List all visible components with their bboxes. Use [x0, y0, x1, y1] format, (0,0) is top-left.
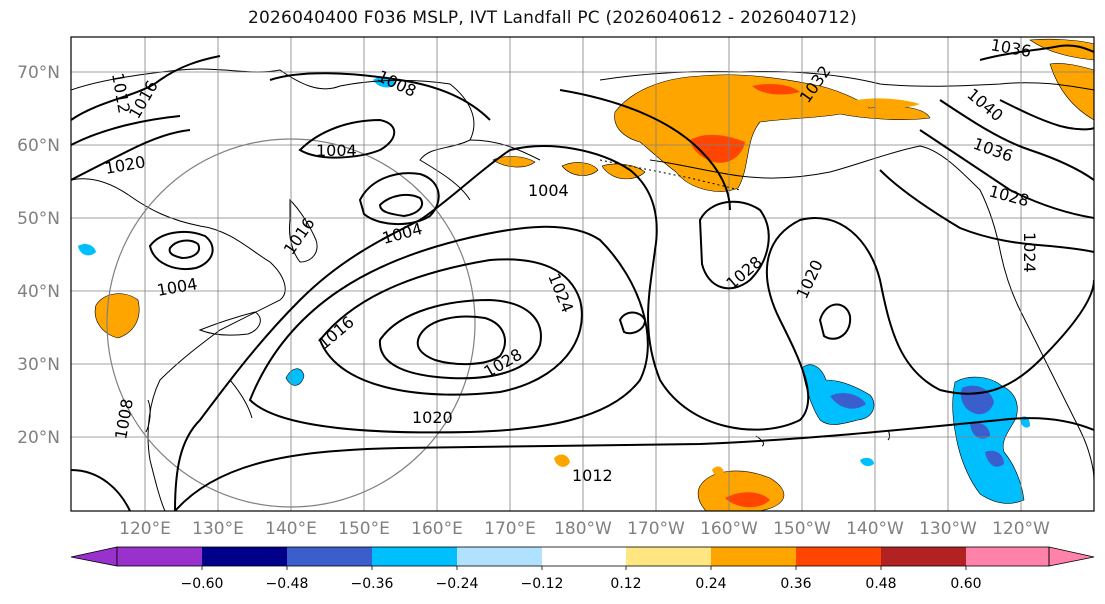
- lon-label: 180°W: [554, 519, 612, 539]
- colorbar-tick-label: 0.48: [865, 576, 896, 592]
- colorbar-segment: [711, 547, 796, 566]
- lon-label: 160°E: [411, 519, 463, 539]
- colorbar-tick-label: −0.12: [521, 576, 564, 592]
- lon-label: 170°E: [484, 519, 536, 539]
- colorbar-segment: [287, 547, 372, 566]
- lon-label: 130°W: [919, 519, 977, 539]
- colorbar-segment: [117, 547, 202, 566]
- colorbar-segment: [881, 547, 966, 566]
- colorbar-over-triangle: [1048, 546, 1095, 567]
- contour-label: 1024: [1020, 232, 1039, 273]
- lon-label: 140°W: [846, 519, 904, 539]
- range-circle: [106, 138, 476, 508]
- colorbar-tick-label: −0.60: [181, 576, 224, 592]
- lat-label: 70°N: [17, 63, 60, 83]
- mslp-contours: [71, 44, 1094, 511]
- contour-label: 1020: [412, 408, 453, 427]
- colorbar-tick-label: −0.24: [436, 576, 479, 592]
- colorbar-segment: [202, 547, 287, 566]
- lon-label: 160°W: [700, 519, 758, 539]
- colorbar-segment: [966, 547, 1049, 566]
- colorbar-segment: [542, 547, 626, 566]
- colorbar-frame: [116, 546, 1050, 567]
- map-background: [71, 37, 1094, 511]
- colorbar-segment: [372, 547, 457, 566]
- ivt-positive-region-alaska-core: [690, 134, 745, 163]
- longitude-labels: 120°E 130°E 140°E 150°E 160°E 170°E 180°…: [119, 519, 1050, 539]
- lat-label: 30°N: [17, 355, 60, 375]
- map-frame: [70, 36, 1095, 512]
- colorbar: −0.60 −0.48 −0.36 −0.24 −0.12 0.12 0.24 …: [70, 546, 1095, 592]
- contour-label: 1004: [316, 141, 357, 160]
- colorbar-tick-label: −0.36: [351, 576, 394, 592]
- contour-label: 1004: [528, 181, 569, 200]
- lon-label: 120°E: [119, 519, 171, 539]
- lat-label: 60°N: [17, 136, 60, 156]
- colorbar-tick-label: 0.60: [950, 576, 981, 592]
- lat-label: 50°N: [17, 209, 60, 229]
- lat-label: 40°N: [17, 282, 60, 302]
- colorbar-tick-label: 0.24: [695, 576, 726, 592]
- figure-title: 2026040400 F036 MSLP, IVT Landfall PC (2…: [248, 8, 857, 28]
- lon-label: 150°W: [773, 519, 831, 539]
- lat-label: 20°N: [17, 428, 60, 448]
- lon-label: 150°E: [338, 519, 390, 539]
- lon-label: 130°E: [192, 519, 244, 539]
- lon-label: 120°W: [992, 519, 1050, 539]
- lon-label: 170°W: [627, 519, 685, 539]
- ivt-positive-region-alaska: [614, 74, 931, 192]
- lon-label: 140°E: [265, 519, 317, 539]
- colorbar-tick-label: 0.12: [610, 576, 641, 592]
- colorbar-tick-label: −0.48: [266, 576, 309, 592]
- colorbar-segment: [457, 547, 542, 566]
- latitude-labels: 70°N 60°N 50°N 40°N 30°N 20°N: [17, 63, 60, 448]
- colorbar-segment: [796, 547, 881, 566]
- colorbar-segment: [626, 547, 711, 566]
- contour-label: 1012: [572, 466, 613, 485]
- colorbar-under-triangle: [70, 546, 118, 567]
- colorbar-tick-label: 0.36: [780, 576, 811, 592]
